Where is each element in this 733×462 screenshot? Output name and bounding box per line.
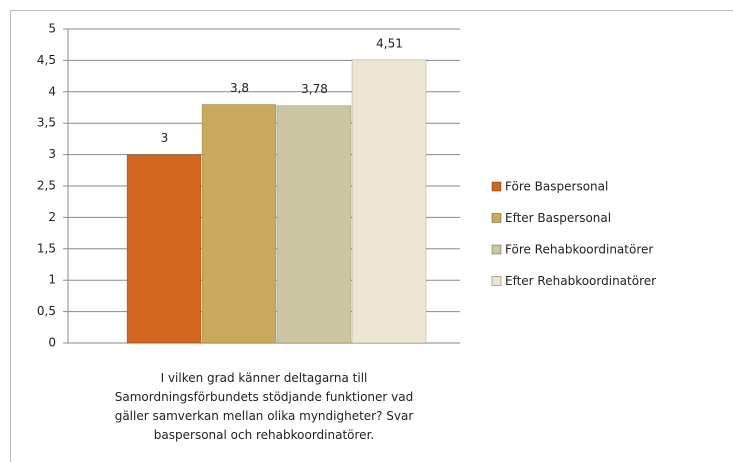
y-tick-label: 3: [48, 147, 56, 161]
bar: [351, 59, 427, 344]
legend-swatch: [491, 244, 502, 255]
y-tick-label: 3,5: [37, 116, 56, 130]
legend-swatch: [491, 213, 502, 223]
data-label: 4,51: [376, 36, 403, 50]
data-label: 3,78: [301, 82, 328, 96]
bar: [126, 154, 202, 344]
bar: [201, 103, 277, 344]
y-tick-label: 4,5: [37, 53, 56, 67]
y-tick-label: 2: [48, 210, 56, 224]
y-tick-label: 0,5: [37, 304, 56, 318]
y-tick-label: 1,5: [37, 241, 56, 255]
bar: [276, 105, 352, 344]
legend-label: Efter Rehabkoordinatörer: [505, 274, 656, 288]
legend-label: Före Rehabkoordinatörer: [505, 243, 653, 257]
legend-label: Före Baspersonal: [505, 180, 608, 194]
data-label: 3: [161, 131, 169, 145]
y-tick-label: 4: [48, 84, 56, 98]
chart-border: [10, 10, 733, 462]
data-label: 3,8: [230, 81, 249, 95]
category-label: I vilken grad känner deltagarna till Sam…: [114, 371, 414, 442]
legend-swatch: [491, 276, 502, 286]
legend-label: Efter Baspersonal: [505, 211, 611, 225]
y-tick-label: 2,5: [37, 179, 56, 193]
y-tick-label: 5: [48, 22, 56, 36]
y-tick-label: 1: [48, 273, 56, 287]
legend-swatch: [491, 181, 502, 192]
y-tick-label: 0: [48, 336, 56, 350]
